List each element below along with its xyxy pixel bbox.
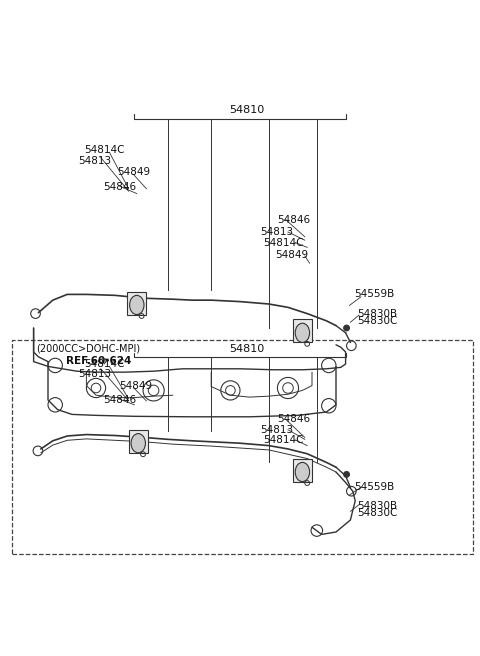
Text: REF.60-624: REF.60-624 bbox=[66, 356, 132, 365]
Text: 54814C: 54814C bbox=[84, 146, 124, 155]
Text: 54830C: 54830C bbox=[358, 316, 398, 326]
FancyBboxPatch shape bbox=[293, 459, 312, 482]
Text: 54849: 54849 bbox=[119, 380, 152, 390]
Text: 54559B: 54559B bbox=[354, 289, 395, 299]
Text: 54846: 54846 bbox=[103, 182, 136, 192]
Text: 54849: 54849 bbox=[275, 250, 308, 260]
FancyBboxPatch shape bbox=[129, 430, 148, 453]
Text: 54849: 54849 bbox=[118, 167, 151, 176]
Text: 54813: 54813 bbox=[78, 369, 111, 379]
Text: 54814C: 54814C bbox=[263, 435, 303, 445]
Text: 54814C: 54814C bbox=[84, 359, 124, 369]
FancyBboxPatch shape bbox=[293, 319, 312, 342]
Text: 54814C: 54814C bbox=[263, 237, 303, 247]
Text: 54846: 54846 bbox=[103, 395, 136, 405]
FancyBboxPatch shape bbox=[127, 291, 146, 315]
Text: 54830C: 54830C bbox=[358, 508, 398, 518]
Ellipse shape bbox=[130, 295, 144, 315]
Text: 54846: 54846 bbox=[277, 215, 311, 224]
Text: 54830B: 54830B bbox=[358, 308, 398, 319]
Text: 54813: 54813 bbox=[261, 227, 294, 237]
Text: 54810: 54810 bbox=[229, 344, 265, 354]
Bar bbox=[12, 340, 473, 554]
Text: 54830B: 54830B bbox=[358, 501, 398, 510]
Circle shape bbox=[344, 472, 349, 478]
Text: 54813: 54813 bbox=[78, 156, 111, 166]
Text: 54559B: 54559B bbox=[354, 482, 395, 493]
Text: 54846: 54846 bbox=[277, 414, 311, 424]
Text: 54813: 54813 bbox=[261, 425, 294, 435]
Ellipse shape bbox=[131, 434, 145, 453]
Text: 54810: 54810 bbox=[229, 104, 265, 115]
Ellipse shape bbox=[295, 323, 310, 342]
Circle shape bbox=[344, 325, 349, 331]
Text: (2000CC>DOHC-MPI): (2000CC>DOHC-MPI) bbox=[36, 344, 140, 354]
Ellipse shape bbox=[295, 462, 310, 482]
